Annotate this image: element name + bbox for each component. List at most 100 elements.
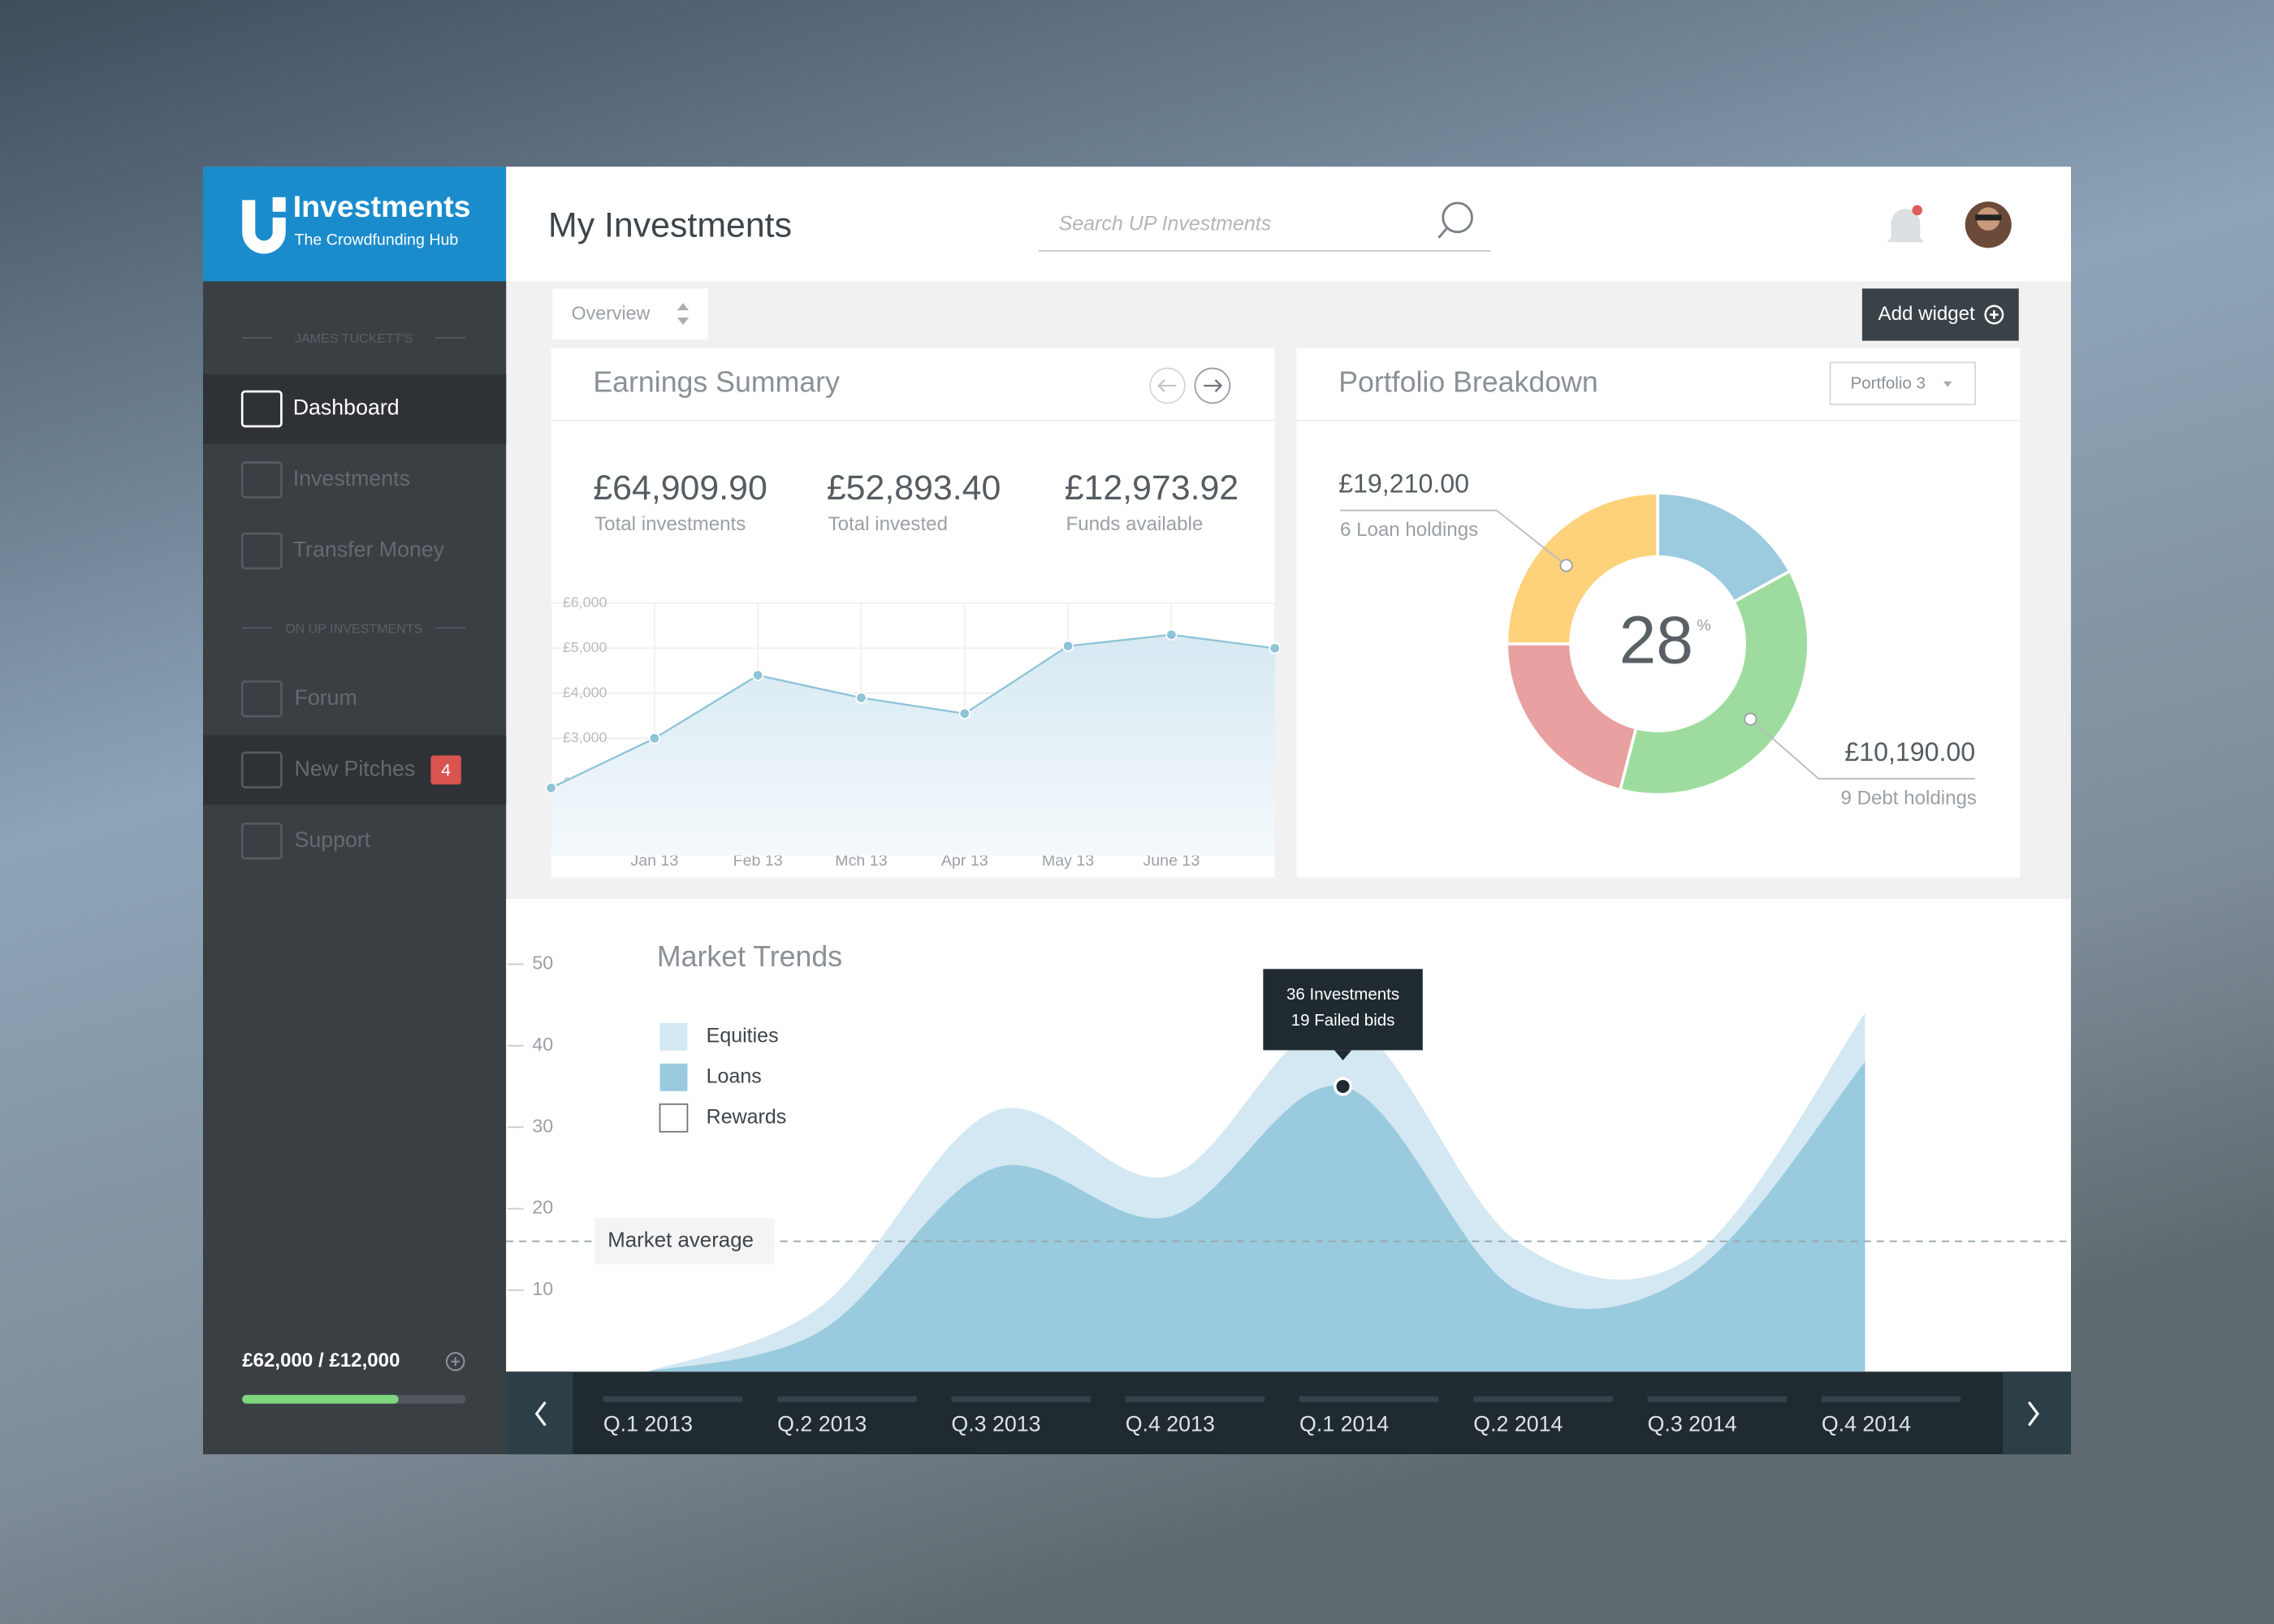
sidebar [203,166,507,1455]
point [752,669,764,681]
y-tick-label: 20 [532,1197,553,1218]
nav-label: Dashboard [293,395,400,420]
y-tick-label: 40 [532,1034,553,1055]
leader-dot [1559,559,1573,572]
areas [646,1013,1865,1372]
card-title: Portfolio Breakdown [1338,366,1598,399]
x-tick-label: Q.4 2013 [1126,1411,1215,1436]
x-tick-label: Q.1 2013 [603,1411,693,1436]
timeline-item[interactable]: Q.4 2014 [1821,1396,1961,1436]
legend-label[interactable]: Equities [707,1024,779,1047]
progress-fill [242,1394,399,1404]
notifications-icon[interactable] [1887,205,1925,243]
avatar[interactable] [1965,201,2012,248]
x-tick-label: June 13 [1143,852,1200,870]
prev-button[interactable] [1149,367,1186,404]
timeline-item[interactable]: Q.2 2014 [1473,1396,1613,1436]
legend-swatch[interactable] [659,1022,688,1051]
point [648,732,661,745]
x-tick-label: Q.2 2013 [777,1411,867,1436]
page-title: My Investments [548,206,792,245]
nav-item[interactable]: Forum [240,680,357,718]
timeline-rule [1473,1396,1613,1402]
point [545,782,557,794]
badge-count: 4 [441,761,451,780]
pie-segment [1505,642,1638,792]
nav-item[interactable]: Dashboard [203,374,507,444]
timeline-prev[interactable] [506,1371,573,1455]
earnings-chart: £64,909.90 Total investments £52,893.40 Tot… [545,469,1281,870]
tooltip [1263,969,1423,1051]
view-select-label: Overview [572,303,651,324]
legend-label[interactable]: Loans [707,1065,762,1087]
point [1061,640,1074,652]
y-tick-label: 10 [532,1278,553,1299]
timeline-rule [777,1396,917,1402]
add-circle [445,1352,465,1371]
area [646,1061,1865,1372]
dropdown-arrow [1943,381,1952,387]
timeline-item[interactable]: Q.4 2013 [1125,1396,1265,1436]
nav-item-bg [203,374,507,444]
nav-label: Forum [295,685,357,710]
search-icon[interactable] [1437,201,1473,239]
legend-swatch[interactable] [659,1063,688,1091]
area [551,634,1275,856]
select-arrows [677,303,690,325]
timeline-item[interactable]: Q.1 2014 [1299,1396,1439,1436]
timeline-item[interactable]: Q.1 2013 [603,1396,743,1436]
portfolio-select-label: Portfolio 3 [1851,374,1926,393]
y-tick-label: £6,000 [563,594,607,611]
chart-title: Market Trends [657,940,842,973]
timeline-rule [1821,1396,1961,1402]
market-average-label: Market average [607,1229,754,1252]
legend-label[interactable]: Rewards [707,1105,787,1128]
timeline-rule [603,1396,743,1402]
nav-icon [240,390,283,428]
timeline-item[interactable]: Q.2 2013 [777,1396,917,1436]
stat-label: Total invested [828,513,948,535]
timeline-item[interactable]: Q.3 2014 [1647,1396,1787,1436]
add-widget-label: Add widget [1878,303,1976,325]
center-value: 28 [1619,603,1693,677]
x-tick-label: Q.3 2013 [951,1411,1040,1436]
add-funds-icon[interactable] [445,1352,465,1371]
legend-swatch[interactable] [659,1103,689,1133]
chevron-left [534,1401,547,1427]
timeline-rule [1299,1396,1439,1402]
center-unit: % [1697,617,1710,635]
nav-icon [240,680,283,718]
nav-item[interactable]: Support [240,822,371,860]
timeline-rule [1125,1396,1265,1402]
nav-item[interactable]: New Pitches 4 [203,735,507,806]
timeline-rule [951,1396,1091,1402]
y-tick-label: £4,000 [563,685,607,701]
brand-title: Investments [293,189,471,223]
section-label: ON UP INVESTMENTS [285,621,422,636]
logo [242,197,286,254]
x-tick-label: Jan 13 [630,852,678,870]
plus-icon [1984,304,2004,325]
view-select[interactable] [552,288,708,339]
nav-icon [240,751,283,788]
leader-dot [1744,712,1757,726]
nav-item[interactable]: Investments [240,461,410,499]
y-tick-label: 50 [532,952,553,974]
nav-label: Transfer Money [293,538,445,562]
nav-label: New Pitches [295,756,416,780]
next-button[interactable] [1194,367,1231,404]
y-tick-label: £5,000 [563,639,607,655]
point [855,692,867,704]
x-tick-label: Feb 13 [733,852,783,870]
x-tick-label: Mch 13 [835,852,887,870]
x-tick-label: May 13 [1042,852,1094,870]
portfolio-select[interactable] [1829,361,1977,406]
search-input[interactable]: Search UP Investments [1059,212,1272,235]
stat-value: £64,909.90 [593,469,767,508]
stat-label: Funds available [1066,513,1204,535]
x-tick-label: Q.3 2014 [1648,1411,1737,1436]
nav-item[interactable]: Transfer Money [240,532,445,570]
timeline-item[interactable]: Q.3 2013 [951,1396,1091,1436]
